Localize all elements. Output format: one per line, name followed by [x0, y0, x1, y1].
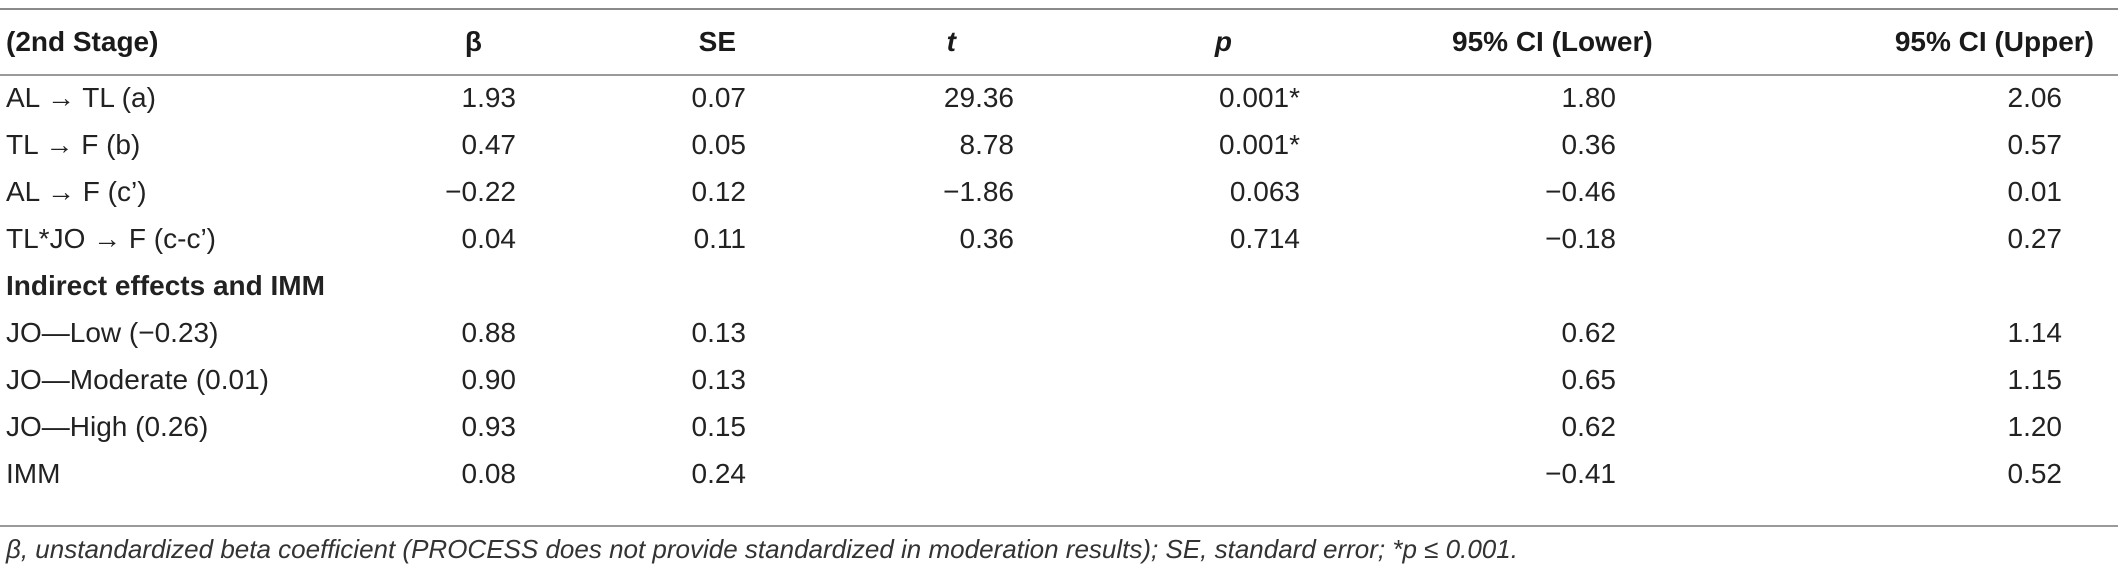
- table-bottom-rule: [0, 525, 2118, 527]
- t-value-empty: [894, 403, 1162, 450]
- se-value: 0.11: [693, 223, 746, 254]
- table-footnote: β, unstandardized beta coefficient (PROC…: [6, 534, 1518, 564]
- ci-upper-value: 0.52: [2007, 458, 2063, 489]
- p-value: 0.714: [1229, 223, 1300, 254]
- ci-lower-value: −0.46: [1545, 176, 1616, 207]
- table-header-row: (2nd Stage) β SE t p 95% CI (Lower) 95% …: [0, 10, 2118, 74]
- row-label: AL → TL (a): [6, 82, 156, 113]
- row-label: TL*JO → F (c-c’): [6, 223, 216, 254]
- t-value: 8.78: [959, 129, 1015, 160]
- row-label: TL → F (b): [6, 129, 141, 160]
- ci-upper-value: 1.14: [2007, 317, 2063, 348]
- se-value: 0.12: [691, 176, 747, 207]
- p-value: 0.001*: [1219, 82, 1300, 113]
- beta-value: −0.22: [445, 176, 516, 207]
- section-title: Indirect effects and IMM: [6, 270, 325, 301]
- beta-value: 0.88: [461, 317, 517, 348]
- ci-lower-value: 1.80: [1561, 82, 1617, 113]
- table-row: IMM 0.08 0.24 −0.41 0.52: [0, 450, 2118, 497]
- t-value: −1.86: [943, 176, 1014, 207]
- se-value: 0.24: [691, 458, 747, 489]
- ci-lower-value: −0.41: [1545, 458, 1616, 489]
- ci-upper-value: 1.15: [2007, 364, 2063, 395]
- header-p: p: [1214, 26, 1232, 57]
- row-label: JO—Low (−0.23): [6, 317, 219, 348]
- ci-lower-value: 0.36: [1561, 129, 1617, 160]
- ci-lower-value: 0.62: [1561, 317, 1617, 348]
- row-label: JO—High (0.26): [6, 411, 209, 442]
- beta-value: 0.04: [461, 223, 517, 254]
- header-t: t: [946, 26, 956, 57]
- beta-value: 0.08: [461, 458, 517, 489]
- t-value-empty: [894, 356, 1162, 403]
- t-value-empty: [894, 309, 1162, 356]
- ci-lower-value: 0.65: [1561, 364, 1617, 395]
- se-value: 0.05: [691, 129, 747, 160]
- row-label: JO—Moderate (0.01): [6, 364, 269, 395]
- p-value: 0.063: [1229, 176, 1300, 207]
- ci-upper-value: 2.06: [2007, 82, 2063, 113]
- header-se: SE: [698, 26, 736, 57]
- ci-upper-value: 1.20: [2007, 411, 2063, 442]
- beta-value: 0.47: [461, 129, 517, 160]
- row-label: IMM: [6, 458, 61, 489]
- se-value: 0.13: [691, 317, 747, 348]
- beta-value: 0.90: [461, 364, 517, 395]
- header-ci-upper: 95% CI (Upper): [1894, 26, 2094, 57]
- moderation-results-table: (2nd Stage) β SE t p 95% CI (Lower) 95% …: [0, 10, 2118, 497]
- header-stage: (2nd Stage): [6, 26, 159, 57]
- se-value: 0.15: [691, 411, 747, 442]
- beta-value: 1.93: [461, 82, 517, 113]
- se-value: 0.07: [691, 82, 747, 113]
- header-beta: β: [464, 26, 482, 57]
- table-header-rule: [0, 74, 2118, 76]
- row-label: AL → F (c’): [6, 176, 147, 207]
- t-value-empty: [894, 450, 1162, 497]
- p-value-empty: [1162, 403, 1452, 450]
- ci-upper-value: 0.01: [2007, 176, 2063, 207]
- table-row: AL → TL (a) 1.93 0.07 29.36 0.001* 1.80 …: [0, 74, 2118, 121]
- t-value: 29.36: [943, 82, 1014, 113]
- table-row: JO—Moderate (0.01) 0.90 0.13 0.65 1.15: [0, 356, 2118, 403]
- table-row: TL → F (b) 0.47 0.05 8.78 0.001* 0.36 0.…: [0, 121, 2118, 168]
- p-value-empty: [1162, 450, 1452, 497]
- p-value: 0.001*: [1219, 129, 1300, 160]
- table-row: AL → F (c’) −0.22 0.12 −1.86 0.063 −0.46…: [0, 168, 2118, 215]
- se-value: 0.13: [691, 364, 747, 395]
- p-value-empty: [1162, 309, 1452, 356]
- table-row: JO—Low (−0.23) 0.88 0.13 0.62 1.14: [0, 309, 2118, 356]
- header-ci-lower: 95% CI (Lower): [1452, 26, 1653, 57]
- t-value: 0.36: [959, 223, 1015, 254]
- beta-value: 0.93: [461, 411, 517, 442]
- ci-lower-value: 0.62: [1561, 411, 1617, 442]
- ci-upper-value: 0.57: [2007, 129, 2063, 160]
- table-row: JO—High (0.26) 0.93 0.15 0.62 1.20: [0, 403, 2118, 450]
- ci-upper-value: 0.27: [2007, 223, 2063, 254]
- table-row: TL*JO → F (c-c’) 0.04 0.11 0.36 0.714 −0…: [0, 215, 2118, 262]
- p-value-empty: [1162, 356, 1452, 403]
- ci-lower-value: −0.18: [1545, 223, 1616, 254]
- section-header-row: Indirect effects and IMM: [0, 262, 2118, 309]
- table-top-rule: [0, 8, 2118, 10]
